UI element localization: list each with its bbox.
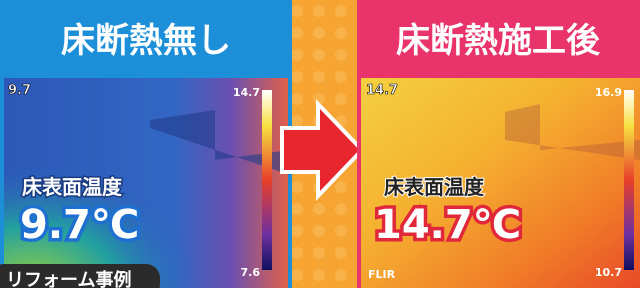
left-scale-min: 7.6 bbox=[241, 266, 261, 279]
right-camera-reading: 14.7 bbox=[366, 83, 398, 98]
right-label: 床表面温度 bbox=[384, 175, 485, 199]
left-camera-reading: 9.7 bbox=[8, 83, 31, 98]
left-label: 床表面温度 bbox=[22, 175, 123, 199]
right-title: 床断熱施工後 bbox=[396, 21, 601, 61]
right-scale-bar bbox=[624, 90, 634, 270]
scene: 床断熱無し 9.7 14.7 7.6 床表面温度 9.7℃ リフォーム事例 床断… bbox=[0, 0, 640, 288]
right-brand: FLIR bbox=[368, 268, 396, 281]
left-title: 床断熱無し bbox=[61, 21, 231, 61]
left-scale-bar bbox=[262, 90, 272, 270]
right-temperature: 14.7℃ bbox=[374, 202, 521, 248]
left-temperature: 9.7℃ bbox=[20, 202, 139, 248]
right-scale-max: 16.9 bbox=[595, 86, 622, 99]
right-scale-min: 10.7 bbox=[595, 266, 622, 279]
left-scale-max: 14.7 bbox=[233, 86, 260, 99]
badge-text: リフォーム事例 bbox=[6, 269, 131, 288]
